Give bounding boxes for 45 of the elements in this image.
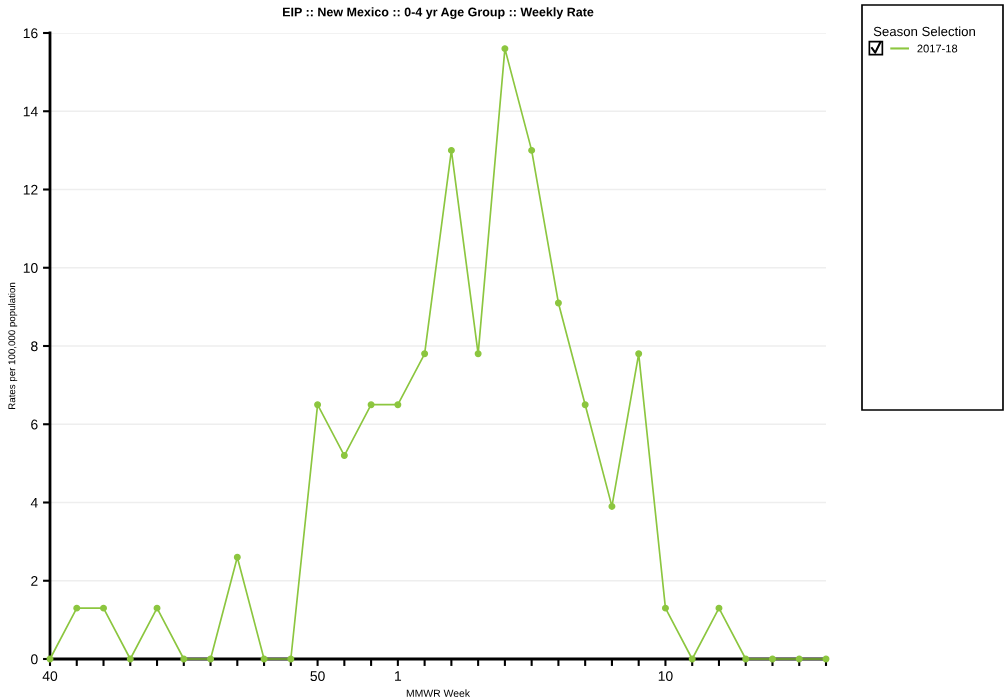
y-tick-label: 14 [23,106,38,117]
point [742,655,750,663]
point [126,655,134,663]
y-tick-label: 10 [23,263,38,273]
point [73,604,81,612]
y-tick-label: 8 [31,341,38,352]
chart-title: EIP :: New Mexico :: 0-4 yr Age Group :: Weekly Rate [283,7,594,19]
point [528,146,536,154]
y-tick-label: 2 [31,576,38,586]
point [340,452,348,460]
y-tick-label: 4 [30,497,38,508]
point [661,604,669,612]
point [715,604,723,612]
x-tick-label: 40 [42,671,58,682]
point [367,401,375,409]
point [447,146,455,154]
point [501,45,509,53]
point [769,655,776,663]
point [287,655,295,663]
point [635,350,643,358]
point [180,655,188,663]
x-tick-label: 10 [658,671,673,682]
point [314,401,322,409]
legend-label: 2017-18 [917,44,958,53]
point [795,655,803,663]
y-tick-label: 12 [23,184,38,195]
y-tick-label: 16 [23,28,38,39]
point [233,553,241,561]
x-tick-label: 1 [395,671,402,681]
point [153,604,161,612]
y-axis-title: Rates per 100,000 population [8,282,18,409]
y-tick-label: 0 [31,654,38,665]
legend-title: Season Selection [873,26,975,37]
point [608,502,616,510]
point [554,299,562,307]
point [474,350,482,358]
y-tick-label: 6 [31,419,38,430]
point [421,350,429,358]
point [394,401,402,409]
point [207,655,215,663]
x-axis-title: MMWR Week [406,689,471,697]
point [581,401,589,409]
x-tick-label: 50 [310,671,325,682]
point [688,655,696,663]
point [100,604,107,612]
